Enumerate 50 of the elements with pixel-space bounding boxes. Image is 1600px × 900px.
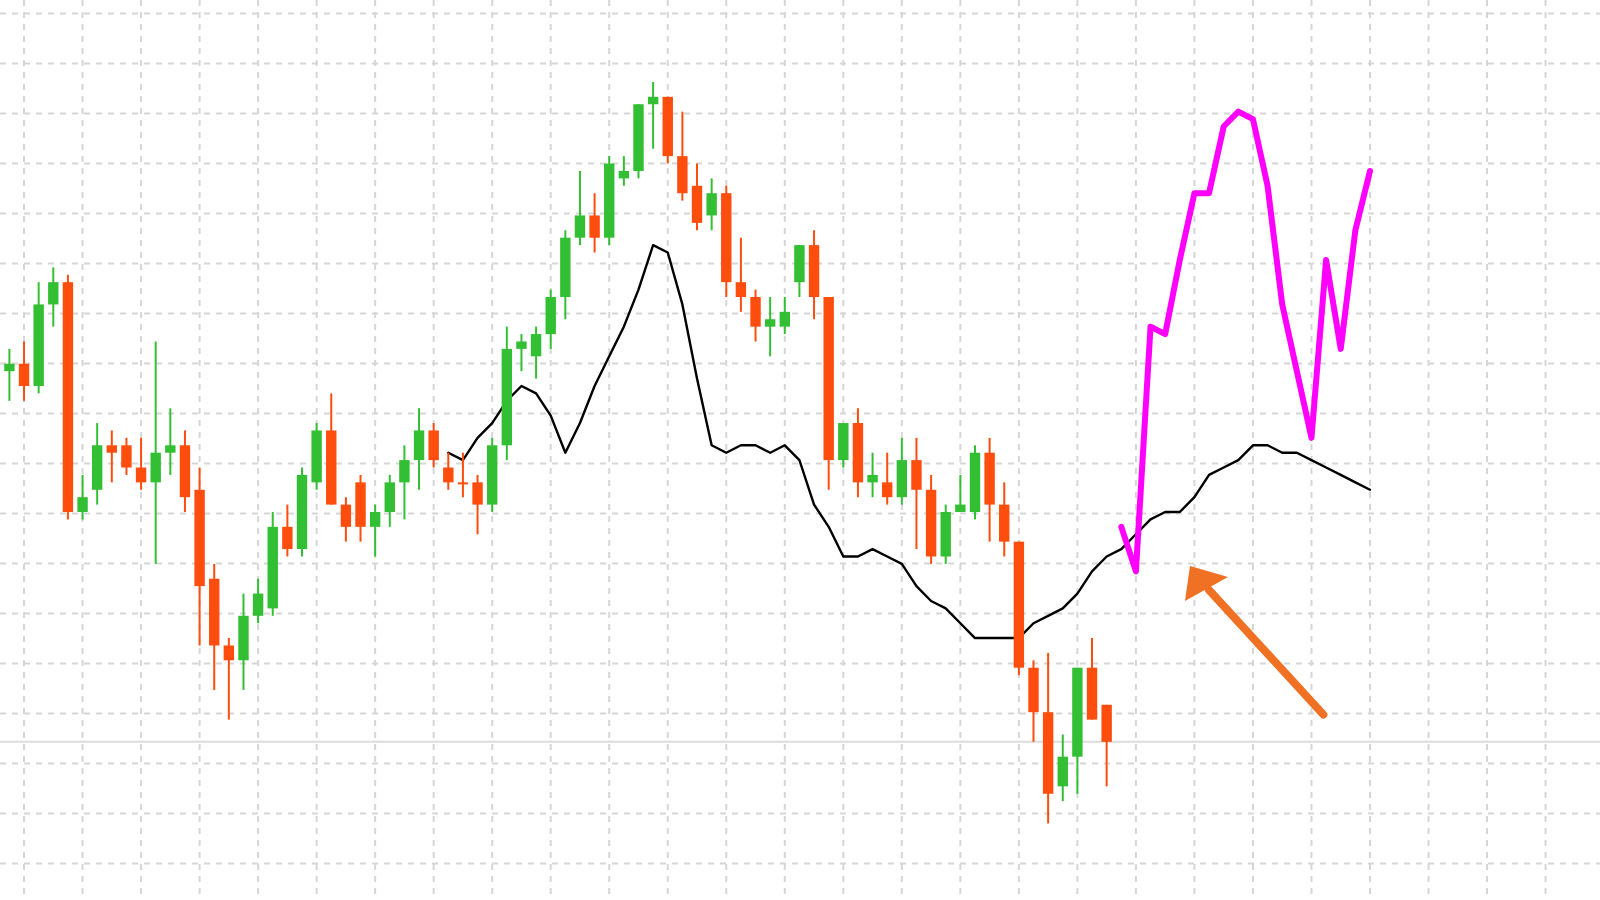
candlestick [77,473,88,521]
candlestick [413,407,425,491]
candlestick [428,422,439,469]
candlestick [955,473,966,514]
candlestick [150,340,161,565]
candlestick [472,473,483,536]
candlestick [457,451,469,499]
candlestick [574,169,586,247]
candlestick [91,422,103,506]
candlestick [443,451,454,491]
candlestick [340,496,352,543]
candlestick [238,592,249,691]
candlestick [764,296,776,358]
candlestick [647,81,659,150]
candlestick [223,637,235,721]
candlestick [794,244,805,299]
candlestick [706,177,717,232]
candlestick [896,436,908,506]
candlestick [940,503,951,565]
candlestick [106,429,118,484]
candlestick [1028,659,1039,743]
candlestick [677,110,688,202]
candlestick [399,444,410,521]
candlestick [4,347,15,402]
candlestick [589,192,600,254]
candlestick [882,451,893,506]
candlestick [369,503,381,558]
candlestick [779,296,790,336]
candlestick [355,473,366,543]
candlestick [121,436,132,476]
candlestick [252,577,264,625]
candlestick [618,155,630,187]
candlestick [691,162,703,232]
candlestick [135,436,147,491]
candlestick [867,451,878,499]
candlestick [516,333,527,373]
candlestick [911,436,922,551]
candlestick [838,422,849,469]
candlestick [735,236,747,313]
candlestick [530,325,542,380]
candlestick [1101,703,1112,788]
candlestick [165,407,176,476]
candlestick [545,288,556,350]
candlestick [1057,733,1068,803]
candlestick [18,340,30,402]
candlestick [999,481,1010,558]
candlestick [750,288,761,343]
candlestick [384,473,395,528]
candlestick [282,503,293,558]
candlestick [48,266,59,328]
